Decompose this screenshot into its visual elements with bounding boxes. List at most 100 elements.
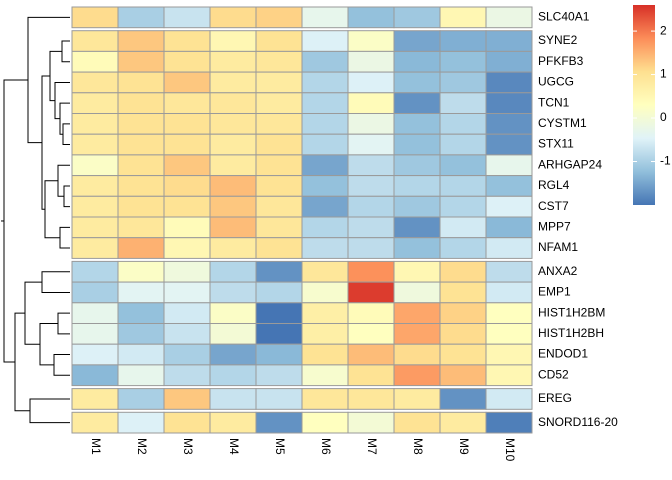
row-label: HIST1H2BH: [538, 326, 604, 340]
heatmap-cell: [347, 260, 395, 283]
row-label: SYNE2: [538, 33, 578, 47]
heatmap-cell: [209, 343, 257, 366]
heatmap-cell: [255, 388, 303, 410]
heatmap-cell: [439, 302, 487, 324]
heatmap-cell: [163, 71, 211, 94]
colorbar-tick-label: 0: [660, 110, 667, 124]
heatmap-cell: [163, 237, 211, 259]
row-label: STX11: [538, 137, 574, 151]
heatmap-cell: [347, 323, 395, 345]
heatmap-cell: [439, 260, 487, 283]
dendrogram-branch: [49, 50, 62, 102]
heatmap-cell: [301, 71, 349, 94]
heatmap-cell: [71, 50, 119, 73]
heatmap-cell: [209, 133, 257, 156]
heatmap-cell: [347, 30, 395, 52]
heatmap-cell: [209, 30, 257, 52]
row-label: CYSTM1: [538, 116, 587, 130]
column-label: M7: [365, 438, 379, 455]
heatmap-cell: [485, 237, 533, 259]
colorbar-tick-label: 2: [660, 23, 667, 37]
heatmap-cell: [255, 154, 303, 177]
heatmap-cell: [255, 302, 303, 324]
heatmap-cell: [393, 71, 441, 94]
heatmap-cell: [393, 92, 441, 115]
heatmap-cell: [485, 323, 533, 345]
heatmap-cell: [255, 50, 303, 73]
heatmap-cell: [209, 195, 257, 218]
heatmap-cell: [71, 388, 119, 410]
heatmap-cell: [163, 30, 211, 52]
heatmap-cell: [209, 92, 257, 115]
dendrogram-branch: [3, 79, 28, 363]
heatmap-cell: [485, 30, 533, 52]
heatmap-cell: [255, 133, 303, 156]
heatmap-cell: [209, 71, 257, 94]
heatmap-cell: [393, 195, 441, 218]
heatmap-cell: [71, 92, 119, 115]
heatmap-cell: [255, 364, 303, 387]
heatmap-cell: [209, 388, 257, 410]
heatmap-cell: [117, 154, 165, 177]
heatmap-cell: [209, 364, 257, 387]
colorbar: [633, 5, 655, 205]
dendrogram-branch: [14, 312, 30, 412]
heatmap-cell: [71, 260, 119, 283]
heatmap-cell: [347, 411, 395, 434]
dendrogram-branch: [29, 398, 70, 424]
row-label: EREG: [538, 391, 572, 405]
row-label: SNORD116-20: [538, 415, 618, 429]
heatmap-cell: [209, 237, 257, 259]
heatmap-cell: [71, 216, 119, 239]
heatmap-cell: [117, 388, 165, 410]
heatmap-cell: [301, 92, 349, 115]
heatmap-cell: [255, 30, 303, 52]
heatmap-cell: [347, 113, 395, 135]
heatmap-cell: [439, 71, 487, 94]
heatmap-cell: [209, 260, 257, 283]
heatmap-cell: [117, 216, 165, 239]
heatmap-cell: [209, 154, 257, 177]
heatmap-cell: [301, 50, 349, 73]
heatmap-cell: [163, 343, 211, 366]
heatmap-cell: [439, 154, 487, 177]
heatmap-cell: [347, 364, 395, 387]
heatmap-cell: [117, 195, 165, 218]
heatmap-cell: [485, 216, 533, 239]
row-label: MPP7: [538, 220, 571, 234]
heatmap-cell: [439, 216, 487, 239]
heatmap-cell: [347, 195, 395, 218]
heatmap-cell: [209, 216, 257, 239]
heatmap-cell: [117, 364, 165, 387]
heatmap-cell: [301, 411, 349, 434]
heatmap-cell: [255, 216, 303, 239]
colorbar-tick-label: 1: [660, 67, 667, 81]
heatmap-cell: [301, 388, 349, 410]
row-label: PFKFB3: [538, 54, 584, 68]
heatmap-cell: [117, 113, 165, 135]
heatmap-cell: [71, 154, 119, 177]
heatmap-cell: [439, 175, 487, 197]
heatmap-cell: [163, 302, 211, 324]
colorbar-tick-label: -1: [660, 154, 671, 168]
column-label: M3: [181, 438, 195, 455]
heatmap-cell: [255, 411, 303, 434]
heatmap-cell: [347, 50, 395, 73]
heatmap-cell: [485, 92, 533, 115]
heatmap-cell: [439, 30, 487, 52]
heatmap-cell: [209, 411, 257, 434]
heatmap-cell: [163, 50, 211, 73]
heatmap-cell: [393, 388, 441, 410]
heatmap-cell: [485, 195, 533, 218]
dendrogram-branch: [41, 75, 50, 210]
row-label: SLC40A1: [538, 10, 590, 24]
heatmap-cell: [117, 281, 165, 304]
heatmap-cell: [117, 343, 165, 366]
heatmap-cell: [209, 281, 257, 304]
heatmap-cell: [393, 30, 441, 52]
heatmap-cell: [347, 216, 395, 239]
heatmap-cell: [301, 237, 349, 259]
row-dendrogram: [1, 16, 70, 424]
heatmap-cell: [393, 260, 441, 283]
